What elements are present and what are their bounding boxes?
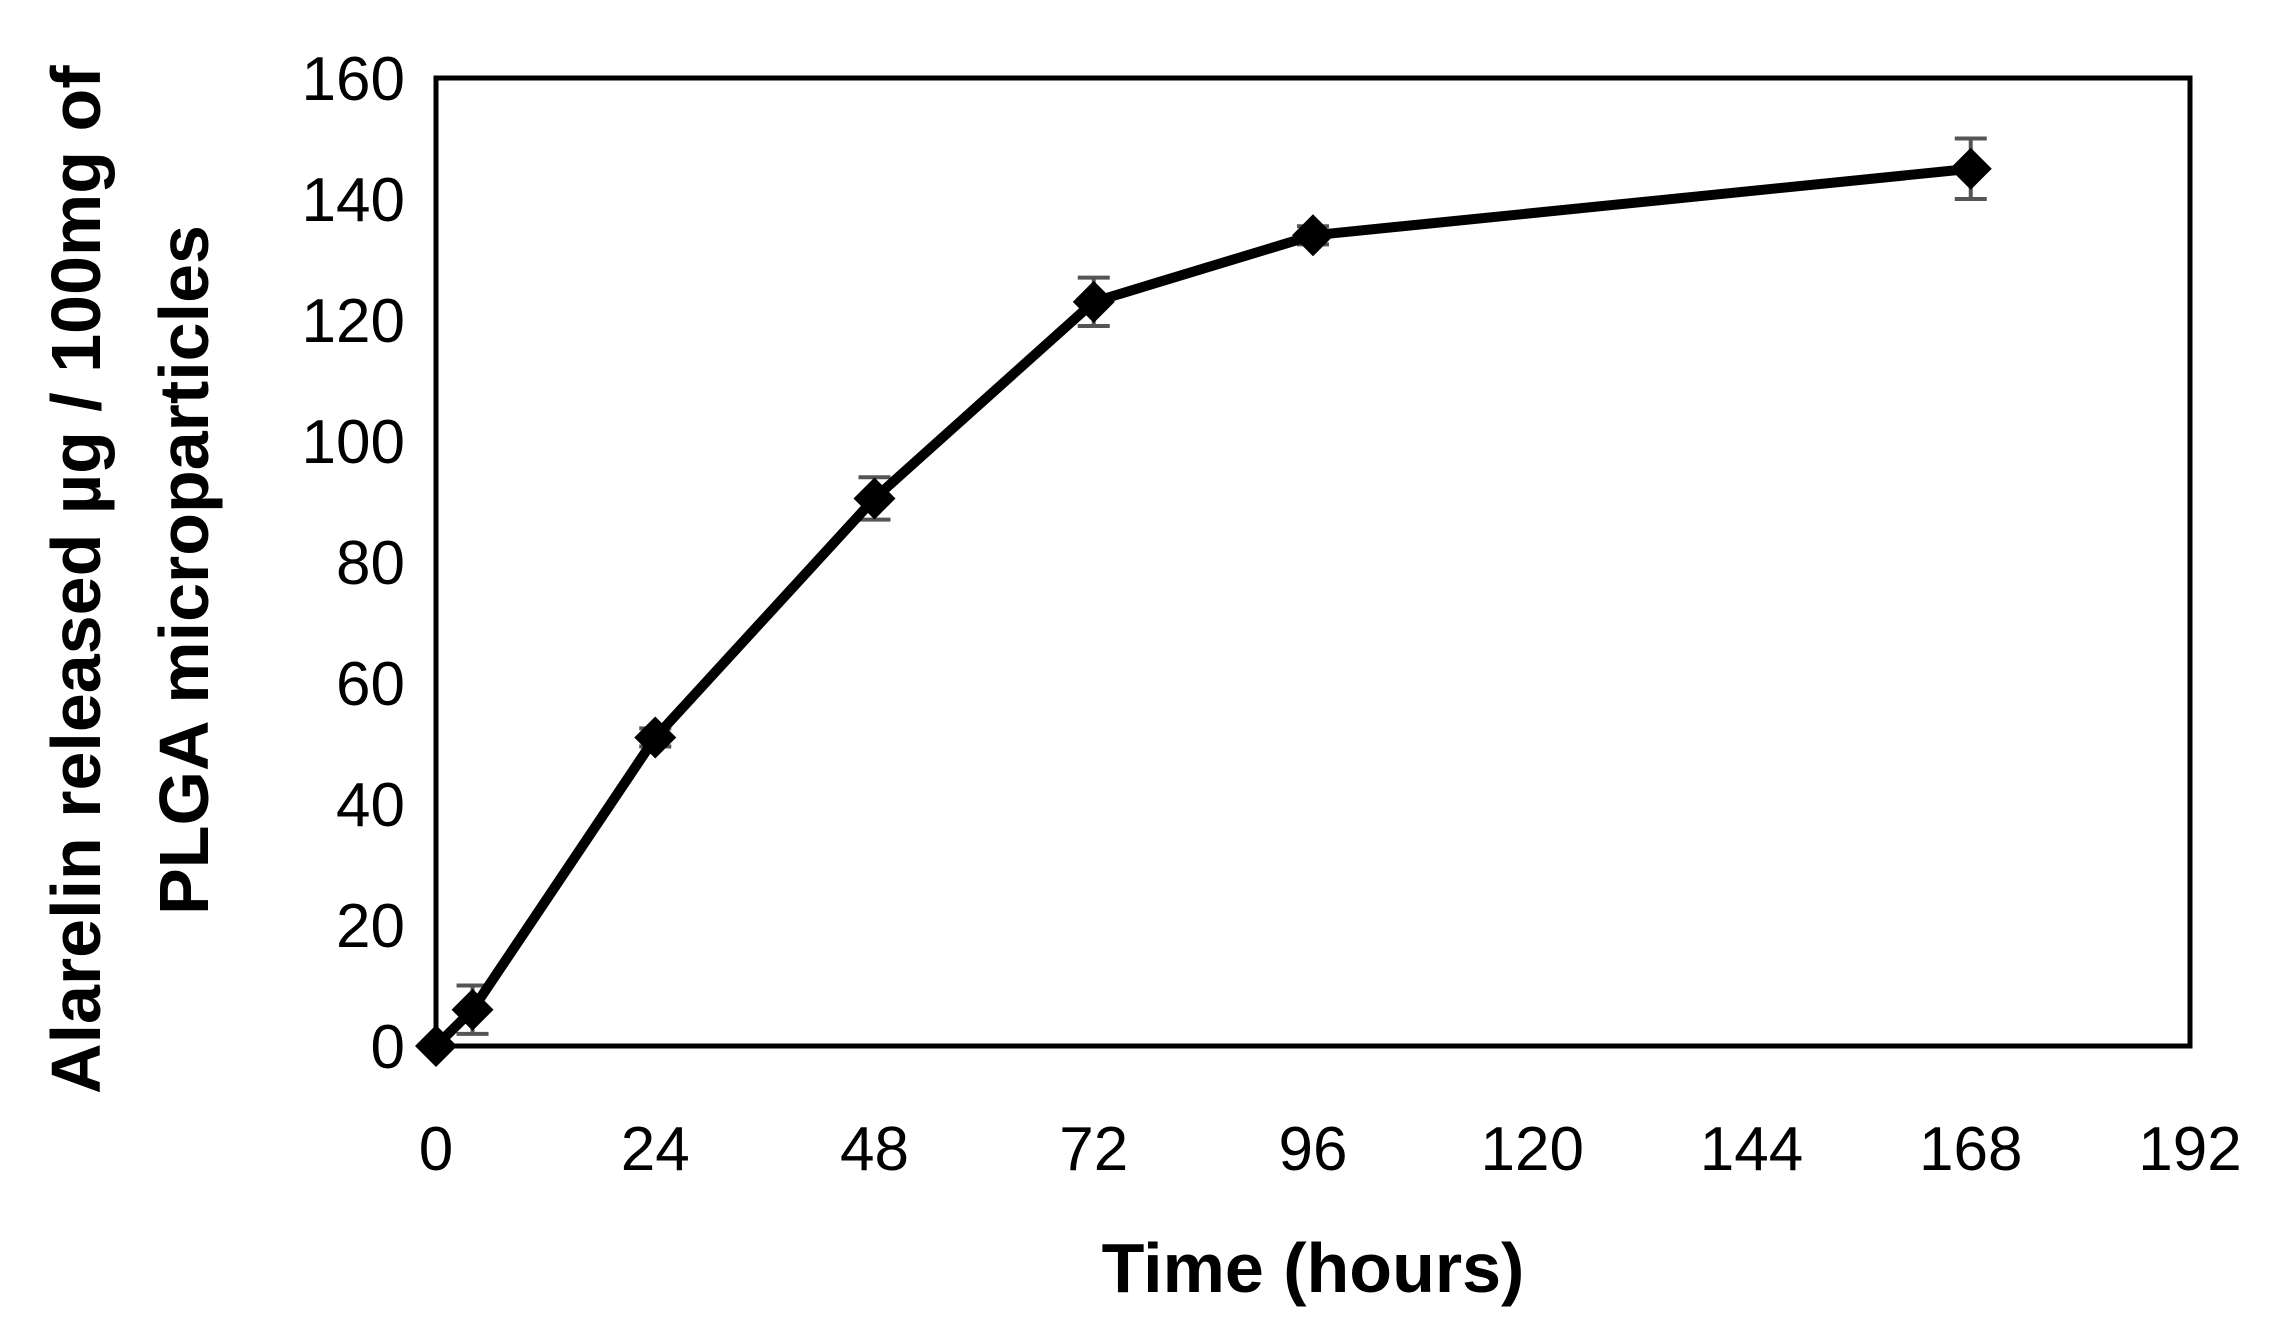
x-tick-label: 192: [2138, 1115, 2241, 1184]
x-axis-ticks: 0 24 48 72 96 120 144 168 192: [419, 1115, 2242, 1184]
x-tick-label: 144: [1700, 1115, 1803, 1184]
data-point: [1949, 147, 1992, 190]
x-tick-label: 24: [621, 1115, 690, 1184]
data-point: [415, 1025, 457, 1067]
y-axis-ticks: 0 20 40 60 80 100 120 140 160: [302, 45, 405, 1082]
plot-area: [415, 75, 2193, 1067]
y-axis-title-line-2: PLGA microparticles: [145, 225, 223, 915]
x-tick-label: 0: [419, 1115, 453, 1184]
series-line: [431, 163, 1976, 1051]
data-point: [1292, 214, 1334, 257]
y-tick-label: 100: [302, 408, 405, 477]
x-tick-label: 72: [1059, 1115, 1128, 1184]
y-axis-title-line-1: Alarelin released µg / 100mg of: [37, 65, 115, 1094]
data-point: [853, 477, 896, 520]
y-tick-label: 80: [336, 529, 405, 598]
y-tick-label: 20: [336, 892, 405, 961]
y-tick-label: 160: [302, 45, 405, 114]
y-tick-label: 120: [302, 287, 405, 356]
y-tick-label: 60: [336, 650, 405, 719]
data-point: [1072, 280, 1115, 323]
data-point: [634, 716, 677, 759]
x-tick-label: 120: [1481, 1115, 1584, 1184]
y-tick-label: 40: [336, 771, 405, 840]
y-tick-label: 0: [371, 1013, 405, 1082]
x-axis-title: Time (hours): [1102, 1229, 1525, 1307]
x-tick-label: 48: [840, 1115, 909, 1184]
plot-frame: [433, 75, 2193, 1049]
x-tick-label: 96: [1279, 1115, 1348, 1184]
y-axis-title: Alarelin released µg / 100mg of PLGA mic…: [37, 46, 223, 1094]
x-tick-label: 168: [1919, 1115, 2022, 1184]
data-point: [451, 988, 494, 1031]
y-tick-label: 140: [302, 166, 405, 235]
